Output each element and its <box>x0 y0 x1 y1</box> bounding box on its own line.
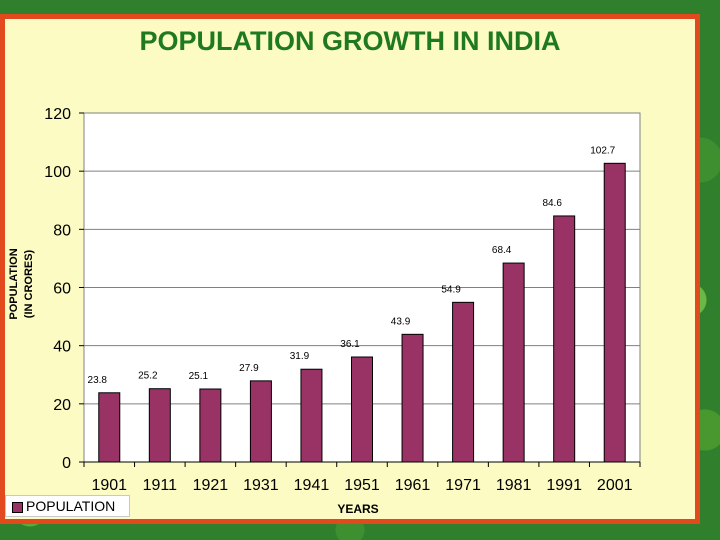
y-tick-label: 20 <box>53 397 71 414</box>
y-tick-label: 40 <box>53 339 71 356</box>
y-tick-label: 60 <box>53 281 71 298</box>
data-label-1971: 54.9 <box>441 284 461 295</box>
x-tick-label-1931: 1931 <box>243 477 279 494</box>
bar-1941 <box>300 368 323 463</box>
y-tick-labels: 0 20 40 60 80 100 120 <box>44 106 71 472</box>
bar-1951 <box>351 356 373 463</box>
bar-1921 <box>199 388 222 463</box>
legend-swatch <box>12 502 23 513</box>
bar-1981 <box>502 262 525 463</box>
slide-title: POPULATION GROWTH IN INDIA <box>139 26 561 56</box>
data-label-1921: 25.1 <box>189 371 209 382</box>
y-tick-label: 100 <box>44 164 71 181</box>
x-tick-label-1981: 1981 <box>496 477 532 494</box>
bar-1931 <box>249 380 272 463</box>
x-tick-label-1971: 1971 <box>445 477 481 494</box>
x-axis-label: YEARS <box>337 502 378 516</box>
bars <box>98 162 626 463</box>
legend-label: POPULATION <box>26 498 116 514</box>
legend: POPULATION <box>5 495 130 517</box>
y-tick-label: 0 <box>62 455 71 472</box>
x-tick-labels: 1901 1911 1921 1931 1941 1951 1961 1971 1981 1991… <box>83 461 641 494</box>
data-label-1961: 43.9 <box>391 316 411 327</box>
data-label-2001: 102.7 <box>590 145 615 156</box>
data-label-1981: 68.4 <box>492 245 512 256</box>
data-label-1931: 27.9 <box>239 363 259 374</box>
data-label-1901: 23.8 <box>88 375 108 386</box>
bar-2001 <box>603 162 626 463</box>
x-tick-label-1911: 1911 <box>143 477 178 494</box>
bar-1961 <box>401 333 424 463</box>
data-labels: 23.8 25.2 25.1 27.9 31.9 36.1 43.9 54.9 68.4 84.6… <box>88 145 616 385</box>
x-tick-label-2001: 2001 <box>597 477 633 494</box>
y-tick-label: 80 <box>53 222 71 239</box>
x-tick-label-1901: 1901 <box>91 477 127 494</box>
x-tick-label-1991: 1991 <box>546 477 582 494</box>
data-label-1911: 25.2 <box>138 371 158 382</box>
data-label-1951: 36.1 <box>340 339 360 350</box>
bar-1911 <box>148 388 171 463</box>
bar-1991 <box>553 215 576 463</box>
x-tick-label-1941: 1941 <box>294 477 330 494</box>
x-tick-label-1921: 1921 <box>193 477 229 494</box>
data-label-1991: 84.6 <box>542 198 562 209</box>
x-tick-label-1951: 1951 <box>344 477 380 494</box>
y-axis-label-line2: (IN CRORES) <box>23 249 35 318</box>
bar-1901 <box>98 392 121 463</box>
y-tick-label: 120 <box>44 106 71 123</box>
x-tick-label-1961: 1961 <box>395 477 431 494</box>
data-label-1941: 31.9 <box>290 351 310 362</box>
bar-1971 <box>452 301 475 463</box>
y-axis-label-line1: POPULATION <box>8 248 20 319</box>
